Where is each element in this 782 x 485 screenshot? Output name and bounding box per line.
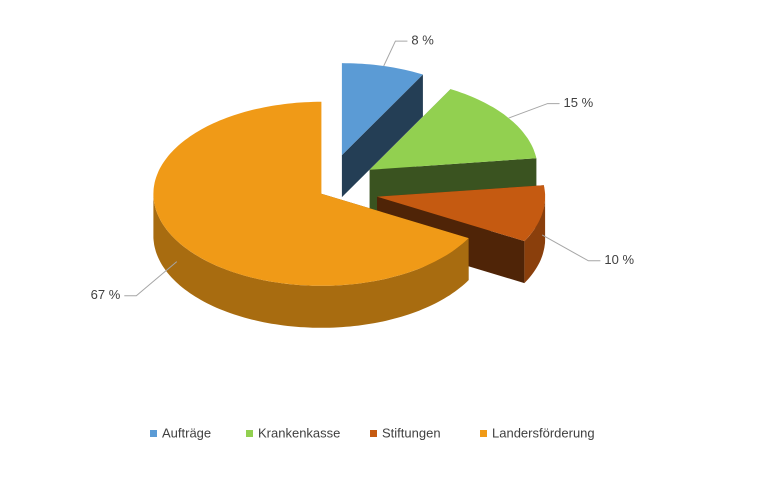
slice bbox=[153, 101, 469, 286]
slice-wall bbox=[153, 193, 469, 328]
slice bbox=[377, 185, 546, 242]
legend-label: Krankenkasse bbox=[258, 425, 340, 440]
leader-line bbox=[124, 261, 178, 297]
leader-line bbox=[541, 234, 601, 262]
slice bbox=[369, 89, 537, 170]
legend-swatch bbox=[246, 430, 253, 437]
legend-swatch bbox=[370, 430, 377, 437]
legend-swatch bbox=[150, 430, 157, 437]
legend-label: Stiftungen bbox=[382, 425, 441, 440]
slice-wall bbox=[524, 196, 546, 284]
leader-line bbox=[508, 103, 560, 119]
slice bbox=[341, 63, 423, 156]
data-label: 10 % bbox=[604, 252, 634, 267]
slice-side bbox=[341, 74, 423, 198]
legend-label: Aufträge bbox=[162, 425, 211, 440]
data-label: 8 % bbox=[411, 33, 434, 48]
legend-swatch bbox=[480, 430, 487, 437]
data-label: 67 % bbox=[91, 287, 121, 302]
data-label: 15 % bbox=[564, 95, 594, 110]
leader-line bbox=[383, 40, 408, 67]
legend-label: Landersförderung bbox=[492, 425, 595, 440]
